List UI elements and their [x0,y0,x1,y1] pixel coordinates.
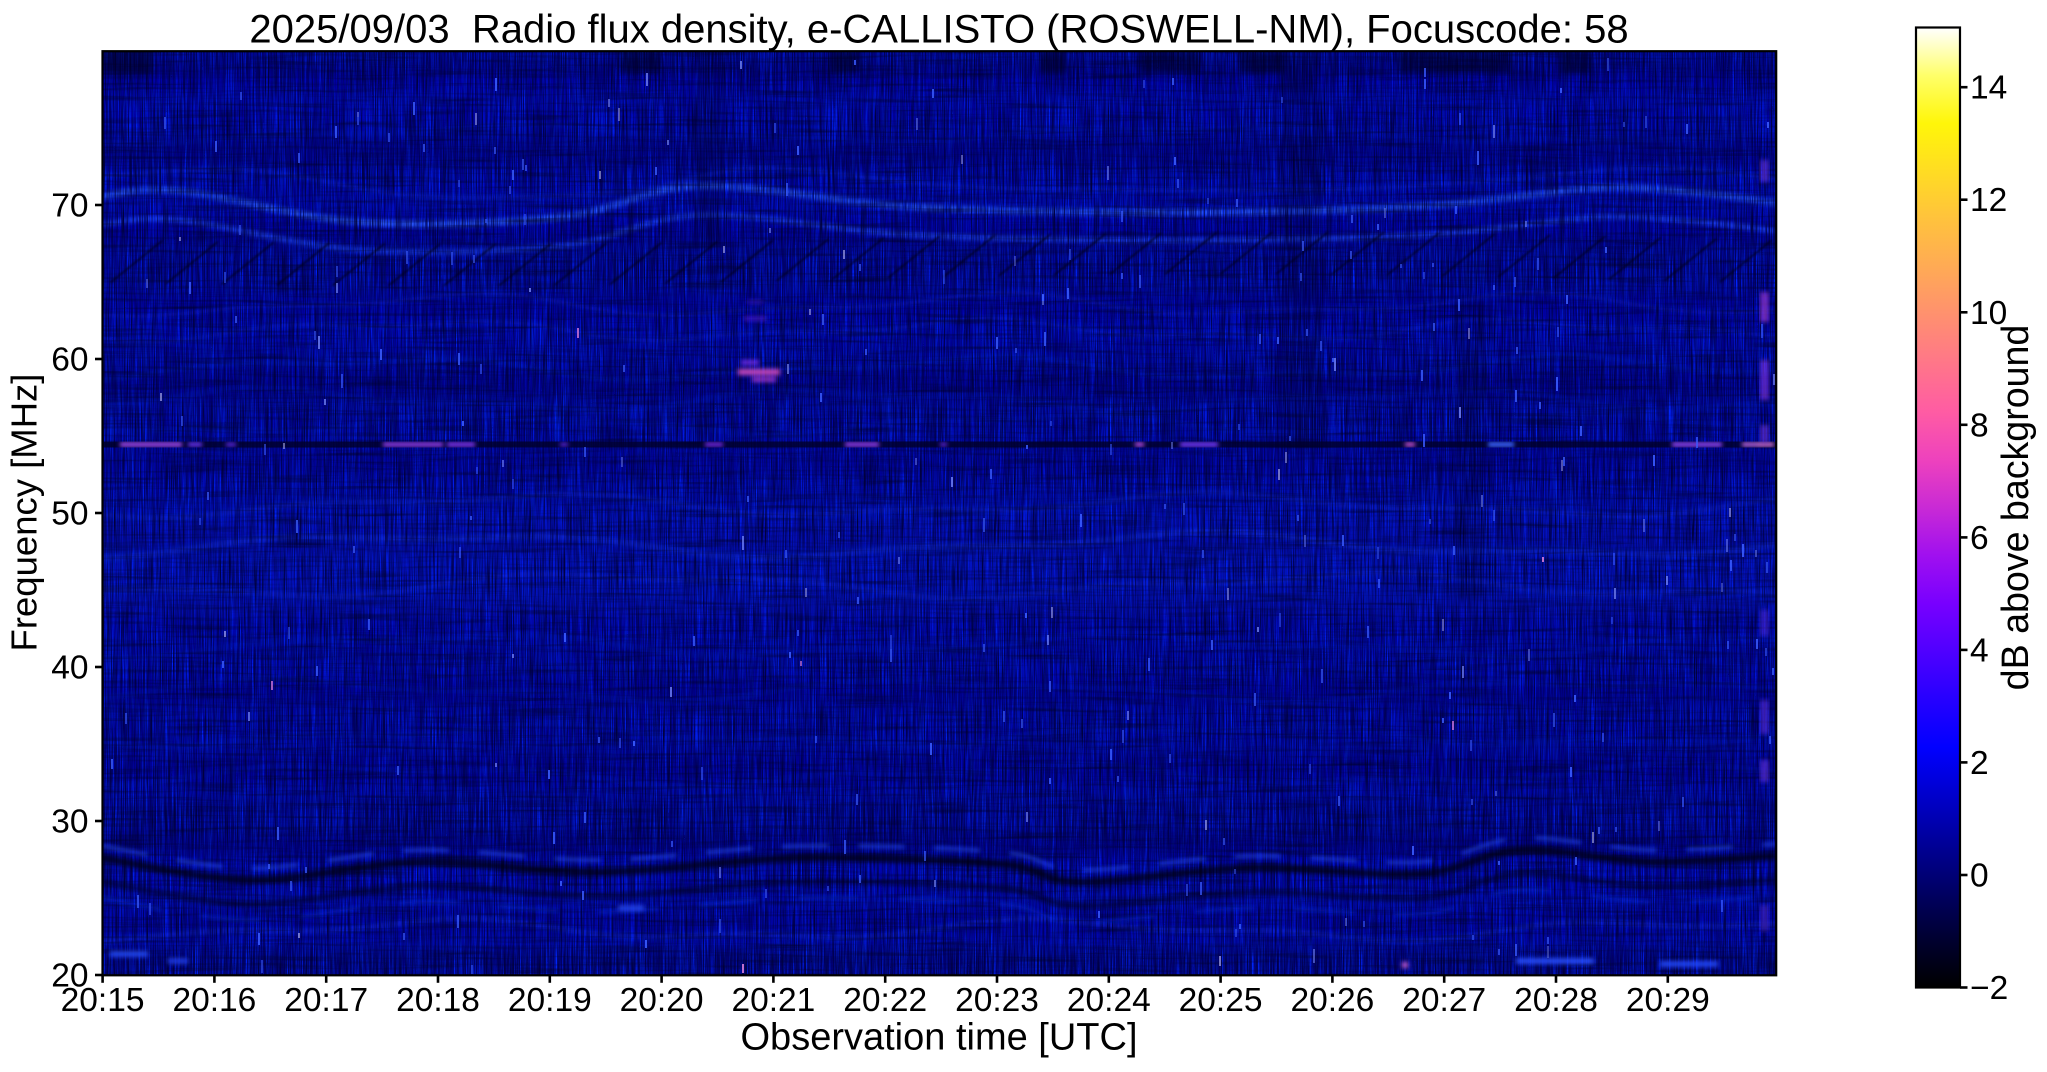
svg-text:−2: −2 [1970,970,2008,1007]
svg-text:20:23: 20:23 [955,982,1039,1019]
svg-text:20:22: 20:22 [843,982,927,1019]
svg-text:20:26: 20:26 [1290,982,1374,1019]
svg-text:20:28: 20:28 [1514,982,1598,1019]
svg-text:20:21: 20:21 [731,982,815,1019]
svg-text:Observation time [UTC]: Observation time [UTC] [741,1017,1138,1059]
svg-text:20:15: 20:15 [61,982,145,1019]
svg-text:20:16: 20:16 [172,982,256,1019]
svg-text:12: 12 [1970,182,2007,219]
svg-text:8: 8 [1970,407,1989,444]
svg-text:20:17: 20:17 [284,982,368,1019]
svg-text:20:25: 20:25 [1179,982,1263,1019]
svg-text:60: 60 [51,342,88,379]
svg-text:50: 50 [51,496,88,533]
svg-text:2: 2 [1970,745,1989,782]
svg-text:20:29: 20:29 [1626,982,1710,1019]
svg-text:40: 40 [51,650,88,687]
svg-text:10: 10 [1970,295,2007,332]
svg-text:20:20: 20:20 [620,982,704,1019]
svg-text:dB above background: dB above background [1994,325,2036,691]
svg-text:14: 14 [1970,70,2007,107]
svg-text:20:18: 20:18 [396,982,480,1019]
svg-text:6: 6 [1970,520,1989,557]
svg-text:20:27: 20:27 [1402,982,1486,1019]
svg-text:20:19: 20:19 [508,982,592,1019]
svg-text:2025/09/03 Radio flux density: 2025/09/03 Radio flux density, e-CALLIST… [249,8,1628,52]
svg-text:0: 0 [1970,858,1989,895]
svg-text:30: 30 [51,804,88,841]
svg-text:70: 70 [51,188,88,225]
svg-text:20:24: 20:24 [1067,982,1151,1019]
svg-text:20: 20 [51,958,88,995]
svg-text:Frequency [MHz]: Frequency [MHz] [4,374,45,652]
svg-text:4: 4 [1970,632,1989,669]
